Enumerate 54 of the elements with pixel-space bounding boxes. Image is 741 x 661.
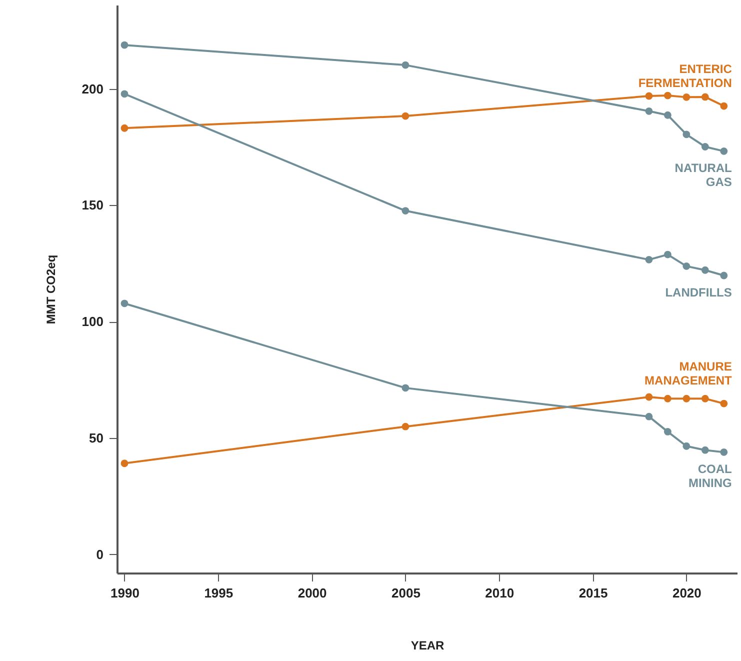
point — [664, 250, 672, 258]
point — [682, 93, 690, 101]
series-label: COAL MINING — [688, 462, 732, 490]
point — [720, 448, 728, 456]
point — [720, 272, 728, 280]
point — [645, 412, 653, 420]
x-tick-label: 1990 — [110, 586, 140, 600]
point — [120, 460, 128, 468]
x-tick-label: 2015 — [578, 586, 608, 600]
point — [645, 393, 653, 401]
y-tick-label: 200 — [82, 81, 104, 96]
x-tick-label: 1995 — [204, 586, 234, 600]
x-tick-label: 2010 — [485, 586, 514, 600]
point — [120, 300, 128, 308]
point — [402, 112, 410, 120]
point — [701, 394, 709, 402]
series-label: ENTERIC FERMENTATION — [638, 62, 732, 90]
series-label: NATURAL GAS — [674, 161, 732, 190]
point — [120, 124, 128, 132]
point — [402, 207, 410, 214]
point — [701, 143, 709, 150]
point — [701, 266, 709, 274]
x-tick-label: 2005 — [392, 586, 420, 600]
point — [120, 41, 128, 49]
y-tick-label: 150 — [82, 198, 104, 213]
x-axis-title: YEAR — [410, 638, 444, 652]
point — [402, 384, 410, 392]
series-label: MANURE MANAGEMENT — [644, 360, 733, 388]
point — [645, 92, 653, 100]
point — [664, 92, 672, 100]
point — [402, 422, 410, 430]
point — [682, 262, 690, 270]
y-tick-label: 0 — [96, 546, 104, 562]
y-axis-title: MMT CO2eq — [44, 254, 58, 324]
point — [645, 256, 653, 264]
point — [720, 400, 728, 408]
point — [664, 394, 672, 402]
point — [701, 93, 709, 101]
point — [720, 102, 728, 110]
x-tick-label: 2020 — [672, 586, 702, 600]
point — [120, 90, 128, 98]
point — [701, 446, 709, 454]
x-tick-label: 2000 — [298, 586, 327, 600]
point — [402, 61, 410, 69]
point — [682, 394, 690, 402]
point — [720, 147, 728, 155]
point — [682, 442, 690, 450]
point — [664, 428, 672, 436]
point — [645, 107, 653, 115]
series-label: LANDFILLS — [665, 286, 732, 300]
y-tick-label: 100 — [82, 314, 104, 330]
point — [664, 111, 672, 119]
point — [682, 130, 690, 138]
y-tick-label: 50 — [89, 430, 104, 446]
